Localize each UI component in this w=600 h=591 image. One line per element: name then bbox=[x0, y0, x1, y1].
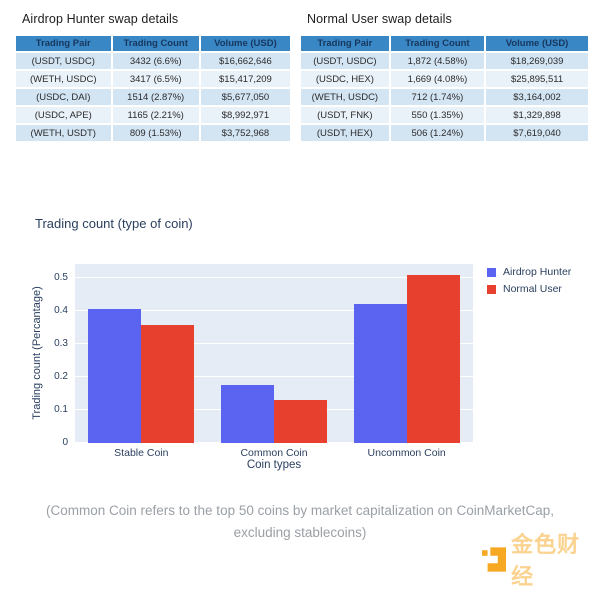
table-cell: 506 (1.24%) bbox=[390, 125, 485, 141]
table-row: (USDC, DAI) 1514 (2.87%) $5,677,050 bbox=[16, 89, 290, 105]
airdrop-hunter-swap-table: Trading Pair Trading Count Volume (USD) (U… bbox=[14, 34, 292, 143]
table-header-cell: Trading Pair bbox=[301, 36, 389, 51]
table-row: (USDT, USDC) 1,872 (4.58%) $18,269,039 bbox=[301, 53, 588, 69]
bar-normal-user-common-coin bbox=[274, 400, 327, 443]
x-tick-label-common-coin: Common Coin bbox=[240, 447, 308, 459]
y-tick-label: 0.4 bbox=[54, 305, 68, 316]
y-tick-label: 0.5 bbox=[54, 272, 68, 283]
watermark-text: 金色财经 bbox=[511, 533, 581, 590]
legend-label: Airdrop Hunter bbox=[503, 266, 572, 278]
legend-label: Normal User bbox=[503, 283, 562, 295]
table-cell: (USDC, DAI) bbox=[16, 89, 111, 105]
table-cell: (USDC, HEX) bbox=[301, 71, 389, 87]
legend-swatch-airdrop-hunter bbox=[487, 267, 496, 277]
table-cell: (WETH, USDC) bbox=[16, 71, 111, 87]
gridline bbox=[75, 376, 473, 377]
gridline bbox=[75, 277, 473, 278]
table-header-cell: Trading Count bbox=[112, 36, 199, 51]
table-cell: 1514 (2.87%) bbox=[112, 89, 199, 105]
x-axis-label: Coin types bbox=[246, 459, 302, 471]
table-row: (USDC, APE) 1165 (2.21%) $8,992,971 bbox=[16, 107, 290, 123]
legend-swatch-normal-user bbox=[487, 284, 496, 294]
table-header-row: Trading Pair Trading Count Volume (USD) bbox=[16, 36, 290, 51]
table-cell: 3417 (6.5%) bbox=[112, 71, 199, 87]
table-title-airdrop-hunter: Airdrop Hunter swap details bbox=[22, 12, 179, 26]
y-tick-label: 0.2 bbox=[54, 371, 68, 382]
table-cell: $8,992,971 bbox=[200, 107, 290, 123]
table-cell: (USDT, USDC) bbox=[301, 53, 389, 69]
chart-legend: Airdrop Hunter Normal User bbox=[487, 266, 571, 300]
table-row: (WETH, USDC) 3417 (6.5%) $15,417,209 bbox=[16, 71, 290, 87]
caption-line-2: excluding stablecoins) bbox=[233, 525, 367, 540]
table-cell: $3,164,002 bbox=[486, 89, 588, 105]
table-cell: 1,669 (4.08%) bbox=[390, 71, 485, 87]
table-cell: (USDT, HEX) bbox=[301, 125, 389, 141]
table-header-cell: Volume (USD) bbox=[200, 36, 290, 51]
table-cell: $15,417,209 bbox=[200, 71, 290, 87]
table-cell: (WETH, USDT) bbox=[16, 125, 111, 141]
legend-item-airdrop-hunter: Airdrop Hunter bbox=[487, 266, 571, 278]
caption: (Common Coin refers to the top 50 coins … bbox=[0, 500, 600, 544]
table-header-cell: Trading Pair bbox=[16, 36, 111, 51]
table-row: (USDT, USDC) 3432 (6.6%) $16,662,646 bbox=[16, 53, 290, 69]
page: { "tables": [ { "title": "Airdrop Hunter… bbox=[0, 12, 600, 590]
table-row: (WETH, USDC) 712 (1.74%) $3,164,002 bbox=[301, 89, 588, 105]
table-header-cell: Volume (USD) bbox=[486, 36, 588, 51]
y-tick-label: 0 bbox=[62, 437, 68, 448]
table-cell: $7,619,040 bbox=[486, 125, 588, 141]
table-cell: $5,677,050 bbox=[200, 89, 290, 105]
table-cell: $16,662,646 bbox=[200, 53, 290, 69]
gridline bbox=[75, 310, 473, 311]
table-row: (USDT, HEX) 506 (1.24%) $7,619,040 bbox=[301, 125, 588, 141]
table-header-row: Trading Pair Trading Count Volume (USD) bbox=[301, 36, 588, 51]
table-cell: $18,269,039 bbox=[486, 53, 588, 69]
bar-airdrop-hunter-common-coin bbox=[221, 385, 274, 443]
table-cell: 712 (1.74%) bbox=[390, 89, 485, 105]
table-cell: $1,329,898 bbox=[486, 107, 588, 123]
table-row: (WETH, USDT) 809 (1.53%) $3,752,968 bbox=[16, 125, 290, 141]
table-cell: 809 (1.53%) bbox=[112, 125, 199, 141]
y-tick-label: 0.3 bbox=[54, 338, 68, 349]
table-cell: (USDT, FNK) bbox=[301, 107, 389, 123]
bar-normal-user-uncommon-coin bbox=[406, 274, 460, 443]
table-cell: (USDC, APE) bbox=[16, 107, 111, 123]
bar-airdrop-hunter-uncommon-coin bbox=[353, 304, 407, 443]
table-row: (USDC, HEX) 1,669 (4.08%) $25,895,511 bbox=[301, 71, 588, 87]
table-cell: 550 (1.35%) bbox=[390, 107, 485, 123]
plot-area bbox=[75, 264, 473, 443]
bar-normal-user-stable-coin bbox=[141, 325, 195, 443]
golden-finance-logo-icon bbox=[482, 546, 507, 572]
table-cell: 1165 (2.21%) bbox=[112, 107, 199, 123]
x-tick-label-stable-coin: Stable Coin bbox=[114, 447, 169, 459]
table-cell: 1,872 (4.58%) bbox=[390, 53, 485, 69]
gridline bbox=[75, 343, 473, 344]
table-cell: (WETH, USDC) bbox=[301, 89, 389, 105]
table-header-cell: Trading Count bbox=[390, 36, 485, 51]
x-tick-label-uncommon-coin: Uncommon Coin bbox=[367, 447, 446, 459]
legend-item-normal-user: Normal User bbox=[487, 283, 571, 295]
bar-airdrop-hunter-stable-coin bbox=[88, 309, 142, 443]
airdrop-hunter-table-block: Airdrop Hunter swap details Trading Pair… bbox=[14, 12, 292, 143]
table-title-normal-user: Normal User swap details bbox=[307, 12, 452, 26]
table-cell: $3,752,968 bbox=[200, 125, 290, 141]
table-row: (USDT, FNK) 550 (1.35%) $1,329,898 bbox=[301, 107, 588, 123]
y-tick-label: 0.1 bbox=[54, 404, 68, 415]
caption-line-1: (Common Coin refers to the top 50 coins … bbox=[46, 503, 554, 518]
table-cell: (USDT, USDC) bbox=[16, 53, 111, 69]
normal-user-table-block: Normal User swap details Trading Pair Tra… bbox=[299, 12, 590, 143]
watermark: 金色财经 bbox=[482, 527, 600, 591]
table-cell: $25,895,511 bbox=[486, 71, 588, 87]
chart-title: Trading count (type of coin) bbox=[35, 216, 193, 231]
table-cell: 3432 (6.6%) bbox=[112, 53, 199, 69]
normal-user-swap-table: Trading Pair Trading Count Volume (USD) (U… bbox=[299, 34, 590, 143]
